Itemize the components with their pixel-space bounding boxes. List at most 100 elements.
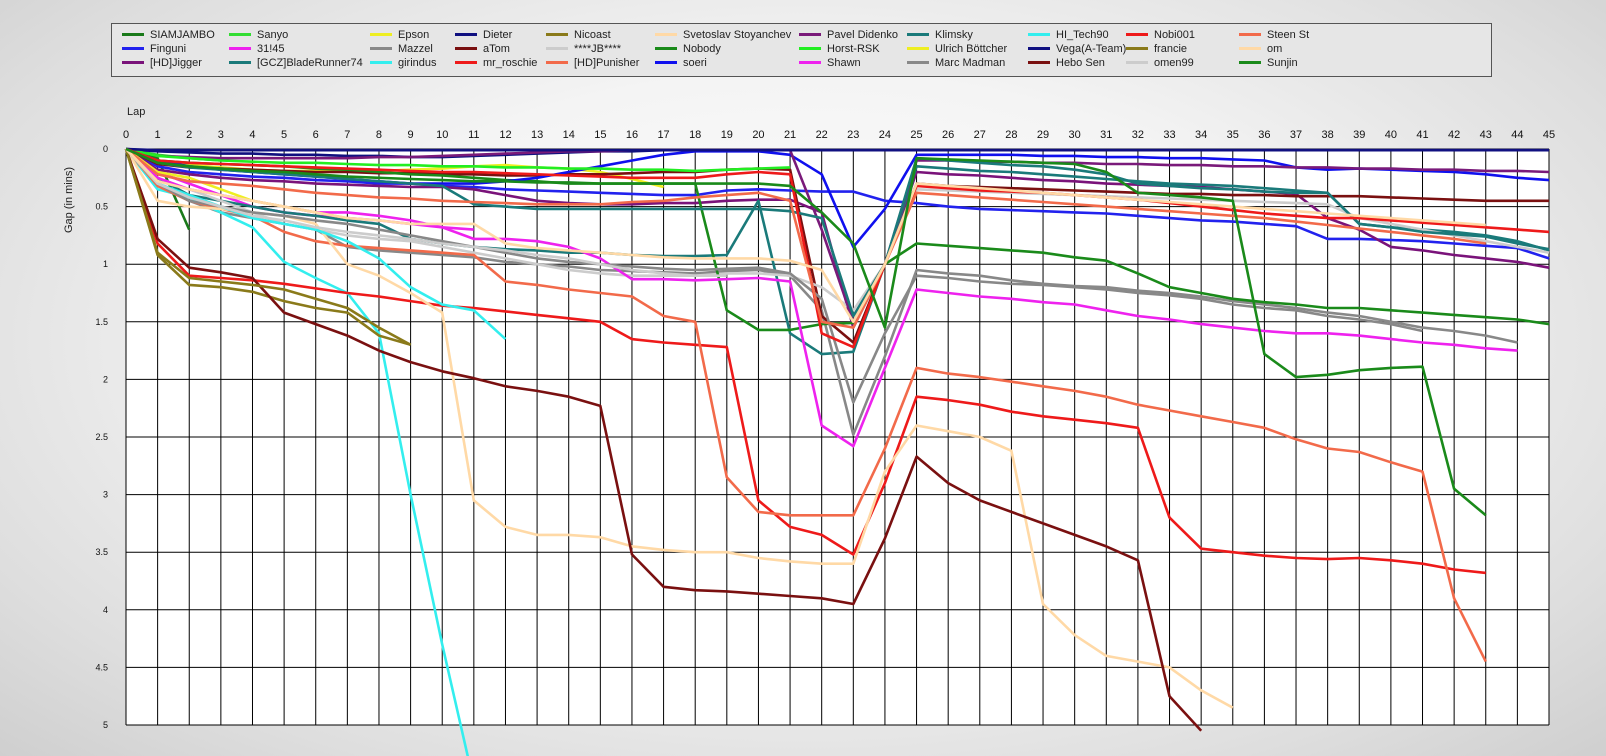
legend-label: Marc Madman <box>935 57 1006 69</box>
legend-swatch <box>655 33 677 36</box>
x-tick-label: 35 <box>1227 129 1239 141</box>
legend-label: [HD]Punisher <box>574 57 640 69</box>
x-tick-label: 3 <box>218 129 224 141</box>
x-tick-label: 19 <box>721 129 733 141</box>
series-layer <box>124 147 1550 756</box>
y-tick-label: 3.5 <box>95 547 108 557</box>
series-line <box>124 148 1234 709</box>
legend-swatch <box>799 61 821 64</box>
x-tick-label: 20 <box>752 129 764 141</box>
x-tick-label: 38 <box>1322 129 1334 141</box>
y-tick-label: 2.5 <box>95 432 108 442</box>
x-tick-label: 8 <box>376 129 382 141</box>
x-tick-label: 31 <box>1100 129 1112 141</box>
legend-label: [GCZ]BladeRunner74 <box>257 57 363 69</box>
legend-swatch <box>655 47 677 50</box>
legend-swatch <box>455 47 477 50</box>
legend-label: Shawn <box>827 57 861 69</box>
x-tick-label: 30 <box>1069 129 1081 141</box>
y-tick-label: 5 <box>103 720 108 730</box>
x-tick-label: 24 <box>879 129 891 141</box>
y-tick-label: 2 <box>103 374 108 384</box>
x-tick-label: 25 <box>910 129 922 141</box>
series-line <box>125 147 1487 517</box>
legend-label: Sunjin <box>1267 57 1298 69</box>
legend-label: Mazzel <box>398 43 433 55</box>
y-tick-label: 3 <box>103 490 108 500</box>
series-line <box>125 147 1550 324</box>
legend-swatch <box>370 33 392 36</box>
x-tick-label: 27 <box>974 129 986 141</box>
legend-label: om <box>1267 43 1283 55</box>
legend-swatch <box>370 47 392 50</box>
legend-label: girindus <box>398 57 437 69</box>
x-tick-label: 6 <box>313 129 319 141</box>
x-tick-label: 0 <box>123 129 129 141</box>
legend-swatch <box>655 61 677 64</box>
legend-label: Hebo Sen <box>1056 57 1105 69</box>
x-tick-label: 17 <box>657 129 669 141</box>
y-tick-label: 0 <box>103 144 108 154</box>
legend-swatch <box>1239 33 1261 36</box>
legend-label: Finguni <box>150 43 187 55</box>
series-line <box>124 148 1203 732</box>
y-tick-label: 1 <box>103 259 108 269</box>
x-tick-label: 13 <box>531 129 543 141</box>
y-tick-label: 4.5 <box>95 662 108 672</box>
legend-swatch <box>1126 61 1148 64</box>
x-tick-label: 5 <box>281 129 287 141</box>
legend-swatch <box>907 47 929 50</box>
x-tick-label: 22 <box>816 129 828 141</box>
legend-swatch <box>1126 47 1148 50</box>
legend-label: Ulrich Böttcher <box>935 43 1008 55</box>
series-line <box>125 147 1550 260</box>
legend-swatch <box>229 61 251 64</box>
legend-swatch <box>122 47 144 50</box>
legend-label: soeri <box>683 57 707 69</box>
series-line <box>125 148 507 341</box>
legend-label: Epson <box>398 29 430 41</box>
legend-label: Vega(A-Team) <box>1056 43 1127 55</box>
series-line <box>125 147 1550 318</box>
legend-swatch <box>1239 61 1261 64</box>
series-line <box>125 147 1549 344</box>
legend-label: aTom <box>483 43 510 55</box>
legend-swatch <box>1126 33 1148 36</box>
legend-swatch <box>1028 61 1050 64</box>
x-tick-label: 41 <box>1416 129 1428 141</box>
series-line <box>125 148 727 278</box>
legend-label: Steen St <box>1267 29 1310 41</box>
legend-label: Dieter <box>483 29 513 41</box>
x-tick-label: 10 <box>436 129 448 141</box>
legend-label: HI_Tech90 <box>1056 29 1109 41</box>
y-tick-label: 0.5 <box>95 202 108 212</box>
legend-swatch <box>455 61 477 64</box>
x-tick-label: 28 <box>1005 129 1017 141</box>
legend-label: Pavel Didenko <box>827 29 898 41</box>
legend-swatch <box>455 33 477 36</box>
x-tick-label: 45 <box>1543 129 1555 141</box>
legend-label: omen99 <box>1154 57 1194 69</box>
x-tick-label: 26 <box>942 129 954 141</box>
legend-swatch <box>546 33 568 36</box>
x-axis-label: Lap <box>127 106 145 118</box>
legend-swatch <box>546 47 568 50</box>
series-line <box>124 148 1486 575</box>
legend-label: Nobi001 <box>1154 29 1195 41</box>
series-line <box>125 148 1550 312</box>
legend-swatch <box>122 61 144 64</box>
series-line <box>124 148 412 346</box>
legend-label: Klimsky <box>935 29 973 41</box>
series-line <box>125 148 1486 324</box>
legend-label: ****JB**** <box>574 43 622 55</box>
legend-swatch <box>907 61 929 64</box>
series-line <box>125 148 1518 448</box>
series-line <box>125 148 1487 663</box>
x-tick-label: 21 <box>784 129 796 141</box>
series-line <box>125 147 1549 152</box>
x-tick-label: 1 <box>155 129 161 141</box>
legend-swatch <box>907 33 929 36</box>
x-tick-label: 9 <box>408 129 414 141</box>
x-tick-label: 29 <box>1037 129 1049 141</box>
